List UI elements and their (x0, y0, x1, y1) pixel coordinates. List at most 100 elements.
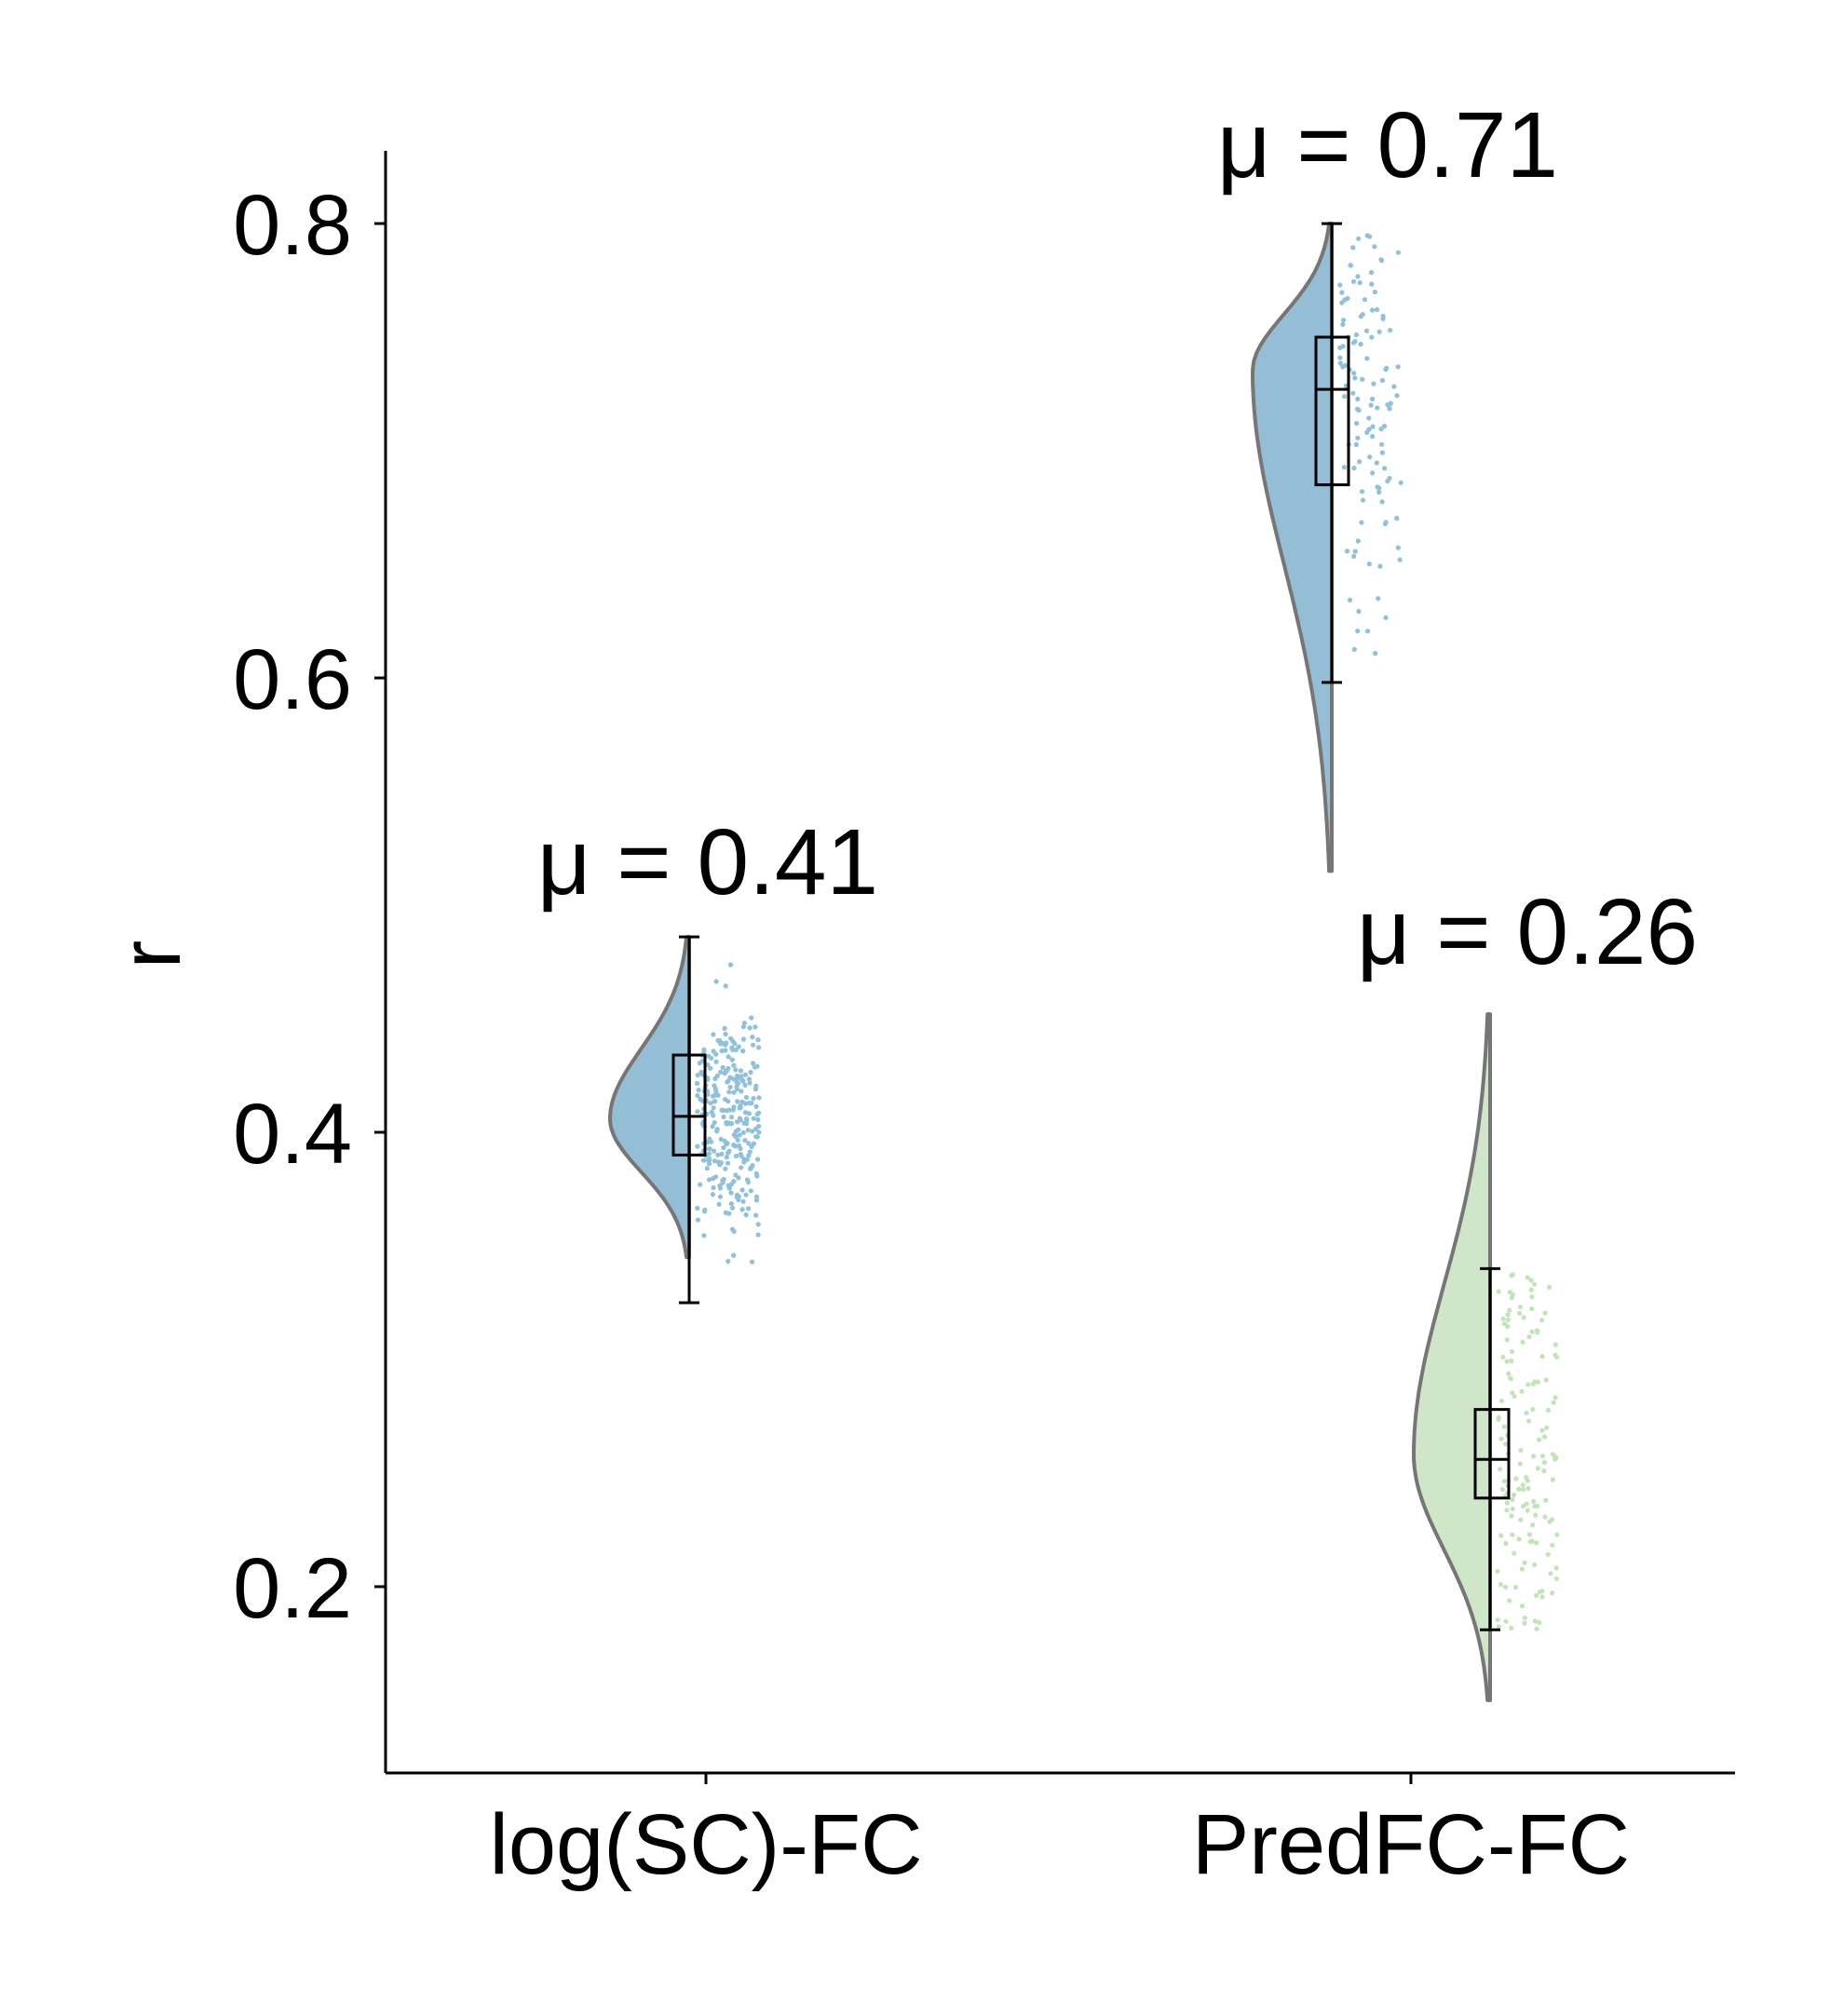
data-point (1549, 1517, 1555, 1522)
data-point (729, 1205, 736, 1211)
data-point (1512, 1393, 1517, 1400)
data-point (731, 1228, 737, 1234)
data-point (698, 1182, 703, 1187)
data-point (1505, 1312, 1511, 1318)
data-point (706, 1177, 712, 1183)
data-point (1340, 321, 1346, 328)
data-point (1535, 1503, 1540, 1509)
data-point (730, 1038, 736, 1044)
data-point (1501, 1479, 1507, 1484)
data-point (695, 1205, 700, 1211)
data-point (748, 1166, 753, 1171)
data-point (1495, 1568, 1500, 1574)
data-point (723, 1048, 728, 1053)
data-point (1351, 466, 1357, 471)
data-point (751, 1096, 756, 1102)
data-point (750, 1035, 755, 1040)
data-point (1352, 548, 1358, 554)
data-point (1509, 1625, 1514, 1630)
data-point (1337, 345, 1343, 350)
data-point (721, 1144, 726, 1151)
data-point (1344, 548, 1350, 554)
data-point (712, 1076, 718, 1081)
data-point (1516, 1486, 1522, 1492)
data-point (1544, 1425, 1550, 1430)
data-point (1360, 376, 1365, 382)
data-point (1517, 1305, 1523, 1310)
data-point (1526, 1532, 1532, 1537)
data-point (1372, 244, 1377, 250)
density-cloud (1251, 222, 1334, 873)
data-point (720, 1180, 725, 1185)
data-point (701, 1049, 707, 1054)
data-point (719, 1048, 725, 1054)
data-point (735, 1137, 740, 1143)
data-point (1539, 1427, 1545, 1433)
data-point (750, 1163, 755, 1169)
data-point (1374, 306, 1380, 313)
data-point (721, 1107, 726, 1114)
data-point (1352, 375, 1358, 381)
data-point (740, 1198, 746, 1204)
data-point (754, 1063, 760, 1069)
data-point (743, 1212, 749, 1218)
data-point (725, 1099, 731, 1104)
data-point (1359, 489, 1365, 494)
data-point (1351, 553, 1357, 560)
data-point (744, 1157, 751, 1162)
data-point (747, 1025, 753, 1031)
data-point (735, 1099, 740, 1104)
data-point (746, 1141, 752, 1146)
data-point (1522, 1560, 1527, 1565)
data-point (741, 1021, 748, 1026)
data-point (1342, 394, 1348, 399)
data-point (1351, 371, 1357, 376)
data-point (742, 1110, 749, 1116)
data-point (725, 1258, 731, 1265)
data-point (1526, 1334, 1532, 1340)
data-point (1525, 1275, 1530, 1280)
data-point (714, 1129, 720, 1134)
box-iqr (671, 1053, 707, 1157)
data-point (1531, 1281, 1538, 1287)
data-point (1510, 1272, 1515, 1278)
data-point (754, 1134, 760, 1140)
data-point (747, 1149, 753, 1155)
data-point (1337, 360, 1343, 366)
data-point (1550, 1477, 1555, 1482)
y-axis-label: r (103, 940, 198, 969)
data-point (727, 962, 734, 967)
data-point (1535, 1379, 1540, 1385)
data-point (707, 1161, 712, 1167)
data-point (756, 1045, 762, 1050)
data-point (1524, 1474, 1529, 1481)
data-point (710, 1192, 716, 1197)
data-point (742, 1082, 748, 1088)
data-point (1522, 1615, 1527, 1620)
data-point (704, 1166, 710, 1171)
data-point (696, 1088, 701, 1093)
data-point (731, 1089, 737, 1095)
data-point (1364, 629, 1371, 634)
data-point (1537, 1619, 1542, 1626)
data-point (1552, 1352, 1558, 1358)
y-tick-label: 0.8 (233, 178, 352, 273)
data-point (1370, 470, 1376, 476)
data-point (1398, 480, 1403, 485)
data-point (697, 1061, 702, 1066)
data-point (1539, 1454, 1546, 1459)
data-point (1370, 424, 1376, 429)
data-point (1357, 280, 1363, 286)
mean-labels: μ = 0.41 μ = 0.71 μ = 0.26 (537, 93, 1698, 984)
data-point (1339, 290, 1345, 295)
data-point (723, 983, 728, 989)
data-point (737, 1105, 742, 1111)
data-point (695, 1092, 700, 1099)
data-point (1502, 1441, 1509, 1447)
y-ticks: 0.2 0.4 0.6 0.8 (233, 178, 386, 1636)
data-point (713, 979, 719, 984)
data-point (744, 1117, 750, 1123)
data-point (1543, 1497, 1549, 1503)
data-point (1359, 520, 1364, 525)
